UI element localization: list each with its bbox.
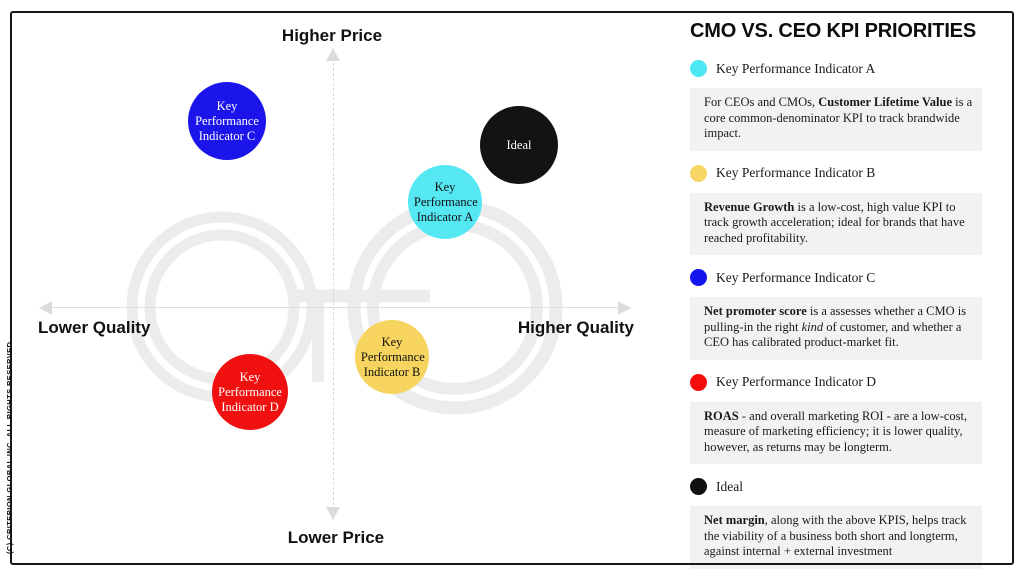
page-title: CMO VS. CEO KPI PRIORITIES — [690, 20, 982, 43]
axis-arrow-right-icon — [618, 301, 631, 315]
kpi-bubble-label: Key Performance Indicator D — [218, 370, 282, 415]
axis-arrow-left-icon — [39, 301, 52, 315]
legend-item-header: Key Performance Indicator D — [690, 374, 982, 391]
legend-item: Key Performance Indicator C Net promoter… — [690, 269, 982, 360]
legend-item-header: Ideal — [690, 478, 982, 495]
horizontal-axis — [50, 307, 620, 308]
criterion-global-logo-watermark — [0, 0, 672, 576]
kpi-bubble: Key Performance Indicator B — [355, 320, 429, 394]
kpi-bubble-label: Key Performance Indicator A — [414, 180, 476, 225]
legend-item-description: For CEOs and CMOs, Customer Lifetime Val… — [690, 88, 982, 151]
legend-item-label: Key Performance Indicator A — [716, 61, 875, 77]
legend-item-label: Ideal — [716, 479, 743, 495]
axis-label-higher-price: Higher Price — [282, 26, 382, 46]
copyright-text: (C) CRITERION GLOBAL INC. ALL RIGHTS RES… — [5, 339, 14, 554]
legend-item-description: Net margin, along with the above KPIS, h… — [690, 506, 982, 569]
legend-item-header: Key Performance Indicator C — [690, 269, 982, 286]
kpi-bubble-label: Ideal — [486, 138, 552, 153]
legend-item: Key Performance Indicator D ROAS - and o… — [690, 374, 982, 465]
vertical-axis — [333, 58, 334, 510]
legend-item: Key Performance Indicator B Revenue Grow… — [690, 165, 982, 256]
legend-item-description: ROAS - and overall marketing ROI - are a… — [690, 402, 982, 465]
legend-item-label: Key Performance Indicator D — [716, 374, 876, 390]
legend-item-header: Key Performance Indicator B — [690, 165, 982, 182]
legend-item-label: Key Performance Indicator C — [716, 270, 875, 286]
legend-color-dot-icon — [690, 269, 707, 286]
axis-arrow-up-icon — [326, 48, 340, 61]
kpi-bubble: Ideal — [480, 106, 558, 184]
legend-item: Ideal Net margin, along with the above K… — [690, 478, 982, 569]
axis-arrow-down-icon — [326, 507, 340, 520]
legend-color-dot-icon — [690, 60, 707, 77]
legend-item-header: Key Performance Indicator A — [690, 60, 982, 77]
axis-label-higher-quality: Higher Quality — [518, 318, 634, 338]
legend-item: Key Performance Indicator A For CEOs and… — [690, 60, 982, 151]
legend-item-label: Key Performance Indicator B — [716, 165, 875, 181]
kpi-bubble-label: Key Performance Indicator C — [194, 99, 260, 144]
axis-label-lower-quality: Lower Quality — [38, 318, 150, 338]
quadrant-chart: Higher Price Lower Price Lower Quality H… — [0, 0, 672, 576]
kpi-bubble-label: Key Performance Indicator B — [361, 335, 423, 380]
legend-item-description: Revenue Growth is a low-cost, high value… — [690, 193, 982, 256]
legend-panel: CMO VS. CEO KPI PRIORITIES Key Performan… — [690, 20, 982, 583]
kpi-bubble: Key Performance Indicator C — [188, 82, 266, 160]
kpi-bubble: Key Performance Indicator D — [212, 354, 288, 430]
legend-color-dot-icon — [690, 478, 707, 495]
legend-item-description: Net promoter score is a assesses whether… — [690, 297, 982, 360]
legend-color-dot-icon — [690, 165, 707, 182]
legend-color-dot-icon — [690, 374, 707, 391]
axis-label-lower-price: Lower Price — [288, 528, 384, 548]
kpi-bubble: Key Performance Indicator A — [408, 165, 482, 239]
